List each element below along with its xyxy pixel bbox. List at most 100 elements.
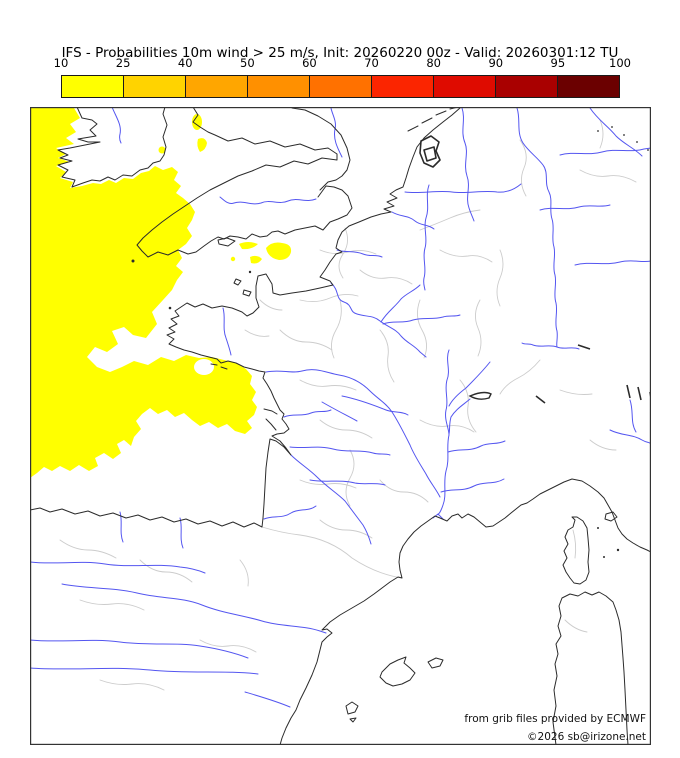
map-speck-1 [597, 130, 599, 132]
coast-ibiza [345, 701, 359, 715]
river-garonne [290, 454, 372, 545]
coast-ireland [57, 107, 168, 188]
probability-hole-south-brittany [194, 359, 214, 375]
river-ticino [629, 399, 637, 433]
probability-areas-layer [30, 108, 292, 478]
colorbar-tick-label: 70 [364, 56, 379, 70]
river-waal [404, 183, 522, 194]
colorbar-tick-label: 40 [177, 56, 193, 70]
river-somme [336, 249, 383, 258]
coast-belle-ile [210, 363, 228, 370]
colorbar-tick-label: 95 [550, 56, 566, 70]
coast-mediterranean [279, 478, 651, 745]
river-saone [445, 349, 450, 436]
colorbar-tick-label: 50 [240, 56, 255, 70]
coast-elba [604, 511, 618, 522]
coast-wadden-islands [407, 107, 459, 132]
coast-alderney [248, 270, 252, 274]
probability-patch-channel-2 [266, 242, 292, 260]
coastlines-layer [30, 107, 651, 745]
lake-como [637, 386, 642, 401]
credit-ecmwf: from grib files provided by ECMWF [464, 713, 646, 725]
river-vilaine [222, 307, 232, 356]
lake-maggiore [626, 384, 631, 399]
lake-geneva [468, 391, 492, 400]
river-ireland [111, 107, 122, 144]
map-frame-border [30, 107, 651, 745]
map-canvas: from grib files provided by ECMWF ©2026 … [30, 107, 651, 745]
coast-isle-of-wight [217, 237, 236, 247]
admin-boundaries-layer [59, 119, 637, 691]
coast-ijsselmeer [419, 135, 441, 168]
coast-sardinia [552, 591, 629, 745]
colorbar-segment-1 [61, 75, 124, 98]
probability-patch-channel-1 [239, 242, 258, 250]
river-thames [219, 196, 317, 205]
river-tajo [30, 639, 249, 659]
coast-giglio [616, 548, 620, 552]
coast-ouessant [168, 306, 172, 310]
river-rhone-geneva [448, 398, 471, 435]
river-seine [330, 282, 427, 358]
coast-flevoland [423, 146, 437, 162]
map-speck-2 [611, 126, 613, 128]
colorbar-segment-2 [123, 75, 186, 98]
coast-menorca [427, 657, 444, 669]
river-ebro [61, 583, 327, 634]
colorbar-segment-6 [371, 75, 434, 98]
river-rhine-basel [521, 342, 558, 348]
colorbar-tick-label: 60 [302, 56, 317, 70]
river-charente [283, 409, 332, 418]
river-jucar [244, 691, 291, 708]
coast-montecristo [603, 556, 605, 558]
river-severn [330, 107, 343, 158]
probability-patch-st-georges-1 [192, 114, 202, 130]
river-main [559, 147, 651, 156]
lake-neuchatel [535, 395, 546, 404]
probability-patch-celtic-dot [158, 146, 166, 154]
colorbar-tick-label: 10 [53, 56, 69, 70]
river-rhone [432, 434, 450, 520]
coast-continent-north [30, 107, 461, 528]
river-loire [265, 369, 441, 498]
river-cher [341, 395, 409, 416]
river-durance [440, 478, 505, 493]
colorbar-segment-7 [433, 75, 496, 98]
river-rhine [516, 107, 558, 348]
river-germany-ne [589, 107, 643, 157]
probability-area-atlantic [30, 108, 257, 478]
lake-constance [577, 344, 591, 350]
river-duero [30, 561, 206, 574]
river-spain-north-2 [179, 517, 184, 549]
colorbar-tick-label: 90 [488, 56, 504, 70]
coast-mallorca [379, 656, 416, 687]
colorbar-tick-label: 80 [426, 56, 441, 70]
colorbar-tick-labels: 10 25 40 50 60 70 80 90 95 100 [54, 56, 631, 70]
river-rhine-constance [556, 346, 580, 350]
river-spain-south [30, 667, 259, 675]
colorbar-segment-5 [309, 75, 372, 98]
coast-scilly [131, 259, 135, 263]
colorbar-segment-8 [495, 75, 558, 98]
river-neckar [539, 204, 611, 211]
river-scheldt [391, 211, 435, 230]
map-svg: from grib files provided by ECMWF ©2026 … [30, 107, 651, 745]
river-danube [574, 260, 651, 266]
coast-jersey [242, 289, 252, 297]
river-moselle [461, 107, 475, 222]
coast-formentera [349, 717, 357, 723]
river-spain-north-1 [119, 511, 124, 543]
colorbar [61, 75, 620, 98]
river-dordogne [289, 446, 391, 456]
map-speck-3 [623, 134, 625, 136]
river-marne [382, 314, 461, 325]
river-oise [380, 284, 421, 323]
colorbar-tick-label: 100 [609, 56, 631, 70]
river-adour [263, 505, 317, 520]
colorbar-segment-3 [185, 75, 248, 98]
river-isere [447, 440, 506, 453]
probability-patch-channel-3 [250, 255, 262, 264]
coast-ile-de-re [263, 408, 278, 415]
probability-patch-st-georges-2 [197, 138, 207, 152]
coast-corsica [562, 516, 590, 585]
